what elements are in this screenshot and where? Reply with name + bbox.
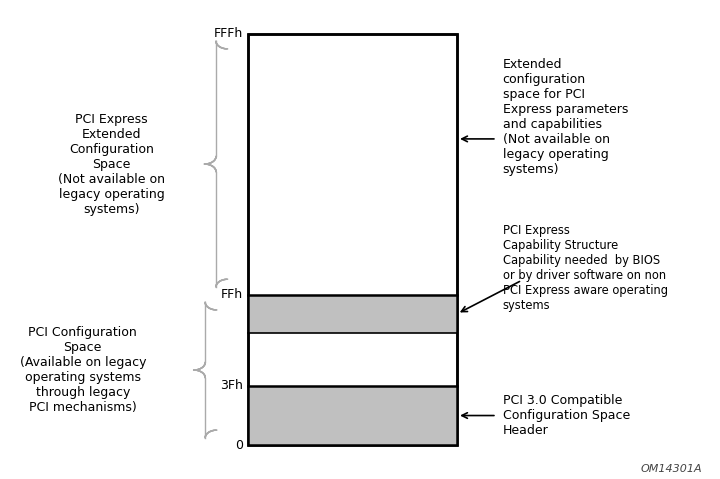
Text: Extended
configuration
space for PCI
Express parameters
and capabilities
(Not av: Extended configuration space for PCI Exp… (503, 58, 628, 176)
Bar (248, 295, 457, 333)
Text: FFFh: FFFh (213, 27, 243, 40)
Bar (248, 34, 457, 445)
Text: 0: 0 (235, 439, 243, 452)
Bar (248, 386, 457, 445)
Text: 3Fh: 3Fh (220, 379, 243, 392)
Text: OM14301A: OM14301A (640, 464, 702, 474)
Text: PCI 3.0 Compatible
Configuration Space
Header: PCI 3.0 Compatible Configuration Space H… (503, 394, 630, 437)
Text: PCI Express
Capability Structure
Capability needed  by BIOS
or by driver softwar: PCI Express Capability Structure Capabil… (503, 224, 667, 312)
Text: PCI Configuration
Space
(Available on legacy
operating systems
through legacy
PC: PCI Configuration Space (Available on le… (19, 326, 146, 414)
Bar (248, 34, 457, 445)
Text: FFh: FFh (220, 288, 243, 301)
Text: PCI Express
Extended
Configuration
Space
(Not available on
legacy operating
syst: PCI Express Extended Configuration Space… (58, 113, 165, 216)
